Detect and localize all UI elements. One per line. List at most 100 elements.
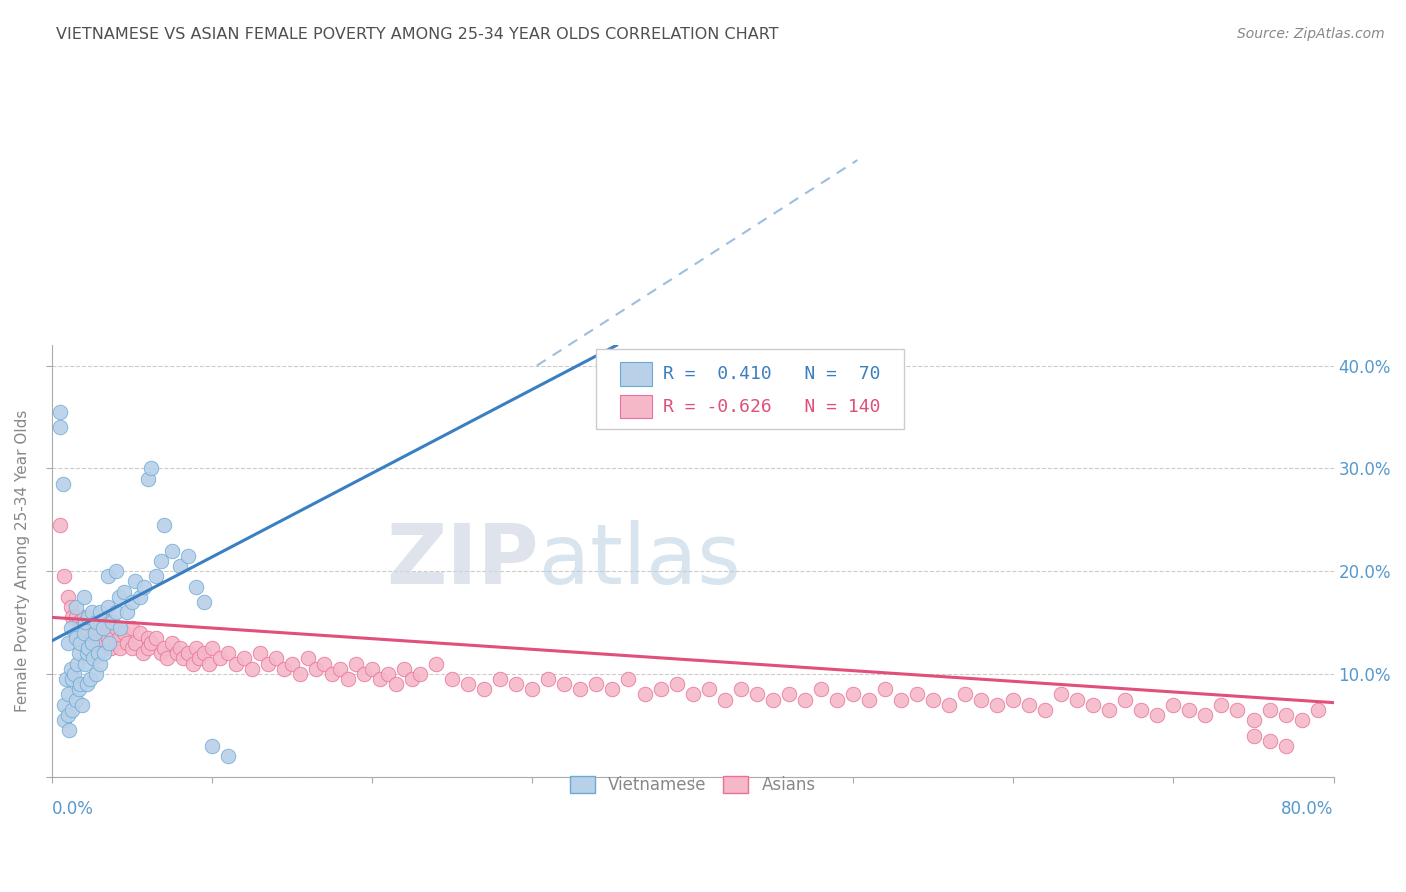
Point [101,615,124,630]
Point [1098,703,1121,717]
Point [152,641,174,656]
Point [53,698,76,712]
Point [134,580,156,594]
Point [321,666,343,681]
Point [100,641,122,656]
Point [59,621,82,635]
Point [115,636,138,650]
Point [121,641,143,656]
Point [1243,713,1265,727]
Point [232,651,254,665]
Point [1002,692,1025,706]
Point [409,666,432,681]
Point [457,677,479,691]
Point [53,569,76,583]
Point [160,636,183,650]
Point [70,636,93,650]
Point [63,666,86,681]
Point [273,662,295,676]
Point [713,692,735,706]
Point [93,646,115,660]
Point [569,682,592,697]
Point [344,657,367,671]
Point [401,672,423,686]
Point [48,420,70,434]
Point [1050,687,1073,701]
Point [104,564,127,578]
Point [91,621,114,635]
Point [115,605,138,619]
Point [1258,733,1281,747]
Point [52,476,75,491]
Point [172,651,194,665]
Point [505,677,527,691]
Text: VIETNAMESE VS ASIAN FEMALE POVERTY AMONG 25-34 YEAR OLDS CORRELATION CHART: VIETNAMESE VS ASIAN FEMALE POVERTY AMONG… [56,27,779,42]
Point [778,687,800,701]
Point [201,739,224,753]
Point [305,662,328,676]
Point [368,672,391,686]
Point [110,641,132,656]
Point [682,687,704,701]
Point [56,687,79,701]
Point [1066,692,1088,706]
Point [76,625,98,640]
FancyBboxPatch shape [620,362,651,386]
Point [67,646,90,660]
Point [249,646,271,660]
Point [633,687,655,701]
Point [201,641,224,656]
Point [169,558,191,573]
Point [160,543,183,558]
Point [1306,703,1329,717]
Point [124,574,146,589]
Point [953,687,976,701]
Point [56,636,79,650]
Point [128,590,150,604]
Point [97,631,120,645]
Point [1083,698,1105,712]
Point [938,698,960,712]
Point [121,595,143,609]
Point [873,682,896,697]
Point [104,636,127,650]
Point [353,666,375,681]
Point [48,405,70,419]
Point [762,692,785,706]
Point [136,472,159,486]
Point [75,657,97,671]
Point [1226,703,1249,717]
Point [257,657,280,671]
Point [825,692,848,706]
Point [385,677,408,691]
Point [149,554,172,568]
Point [75,621,97,635]
Text: R = -0.626   N = 140: R = -0.626 N = 140 [664,398,880,416]
Point [89,615,111,630]
Point [810,682,832,697]
Point [69,677,91,691]
Text: R =  0.410   N =  70: R = 0.410 N = 70 [664,366,880,384]
Point [56,590,79,604]
Point [128,625,150,640]
Point [65,600,87,615]
Point [75,615,97,630]
Point [65,625,87,640]
Point [72,625,94,640]
Point [132,646,155,660]
Point [441,672,464,686]
Point [208,651,231,665]
Point [121,621,143,635]
Point [842,687,865,701]
Point [472,682,495,697]
Point [87,646,110,660]
Point [76,646,98,660]
Point [361,662,384,676]
Point [98,636,121,650]
Point [617,672,640,686]
Point [890,692,912,706]
Text: 0.0%: 0.0% [52,800,93,818]
Point [1114,692,1136,706]
Point [70,698,93,712]
Point [112,584,135,599]
